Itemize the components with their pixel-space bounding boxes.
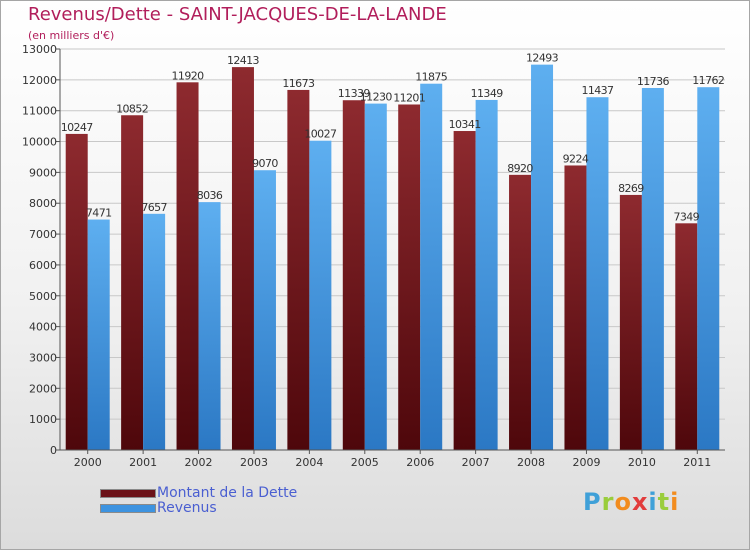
x-tick-label: 2000 [74,456,102,469]
bar-revenus [641,87,664,451]
y-tick-label: 9000 [29,166,57,179]
data-label-dette: 7349 [673,210,699,223]
bar-revenus [531,64,554,450]
data-label-dette: 9224 [563,152,589,165]
bar-dette [287,89,310,450]
data-label-dette: 11673 [282,77,315,90]
proxiti-logo: Proxiti [583,488,679,516]
data-label-revenus: 11230 [360,91,393,104]
y-tick-label: 6000 [29,259,57,272]
data-label-revenus: 9070 [252,157,278,170]
data-label-dette: 10247 [61,121,94,134]
bar-dette [176,82,199,450]
y-tick-label: 0 [50,444,57,457]
data-label-revenus: 11437 [581,84,614,97]
data-label-revenus: 7657 [141,201,167,214]
logo-letter: t [657,488,671,516]
y-tick-label: 3000 [29,351,57,364]
bar-dette [675,223,698,450]
bar-dette [121,115,144,450]
chart-subtitle: (en milliers d'€) [28,29,115,42]
data-label-dette: 8269 [618,182,644,195]
data-label-revenus: 11736 [637,75,670,88]
legend-label-dette: Montant de la Dette [157,485,298,501]
bar-dette [564,165,587,450]
y-tick-label: 13000 [22,43,57,56]
legend-swatch-revenus [100,504,156,513]
bar-revenus [87,219,110,450]
data-label-revenus: 11349 [471,87,504,100]
data-label-dette: 10852 [116,102,148,115]
bar-dette [453,131,476,450]
bar-dette [342,100,365,450]
data-label-dette: 11920 [172,69,205,82]
data-label-revenus: 12493 [526,52,559,65]
legend-label-revenus: Revenus [157,500,217,516]
y-tick-label: 12000 [22,74,57,87]
bar-revenus [253,170,276,450]
y-tick-label: 11000 [22,105,57,118]
bar-revenus [309,140,332,450]
bar-revenus [697,87,720,451]
y-tick-label: 2000 [29,382,57,395]
x-tick-label: 2009 [572,456,600,469]
y-tick-label: 5000 [29,290,57,303]
data-label-revenus: 11875 [415,71,448,84]
data-label-dette: 11201 [393,91,425,104]
x-tick-label: 2011 [683,456,711,469]
bar-dette [65,133,88,450]
x-tick-label: 2008 [517,456,545,469]
bar-dette [619,194,642,450]
data-label-revenus: 11762 [692,74,724,87]
data-label-revenus: 8036 [197,189,223,202]
legend-item-revenus: Revenus [100,501,297,516]
x-tick-label: 2010 [628,456,656,469]
x-tick-label: 2005 [351,456,379,469]
logo-letter: i [648,488,658,516]
y-tick-label: 1000 [29,413,57,426]
bar-revenus [586,97,609,451]
data-label-dette: 8920 [507,162,533,175]
y-tick-label: 4000 [29,321,57,334]
logo-letter: o [614,488,632,516]
chart-legend: Montant de la Dette Revenus [100,486,297,516]
logo-letter: x [631,488,649,516]
data-label-revenus: 7471 [86,207,112,220]
x-tick-label: 2007 [462,456,490,469]
bar-revenus [475,99,498,450]
x-tick-label: 2006 [406,456,434,469]
logo-letter: i [670,488,680,516]
bar-dette [509,174,532,451]
x-tick-label: 2002 [185,456,213,469]
legend-swatch-dette [100,489,156,498]
bar-revenus [364,103,387,451]
data-label-dette: 11339 [338,87,371,100]
bar-dette [398,104,421,450]
x-tick-label: 2001 [129,456,157,469]
bar-dette [231,67,254,450]
y-tick-label: 8000 [29,197,57,210]
x-tick-label: 2004 [295,456,323,469]
bar-revenus [143,213,166,450]
data-label-revenus: 10027 [304,128,337,141]
logo-letter: r [601,488,615,516]
data-label-dette: 10341 [449,118,481,131]
y-tick-label: 10000 [22,136,57,149]
legend-item-dette: Montant de la Dette [100,486,297,501]
bar-revenus [198,202,221,450]
bar-revenus [420,83,443,451]
chart-title: Revenus/Dette - SAINT-JACQUES-DE-LA-LAND… [28,4,447,25]
y-tick-label: 7000 [29,228,57,241]
logo-letter: P [583,488,602,516]
x-tick-label: 2003 [240,456,268,469]
data-label-dette: 12413 [227,54,260,67]
